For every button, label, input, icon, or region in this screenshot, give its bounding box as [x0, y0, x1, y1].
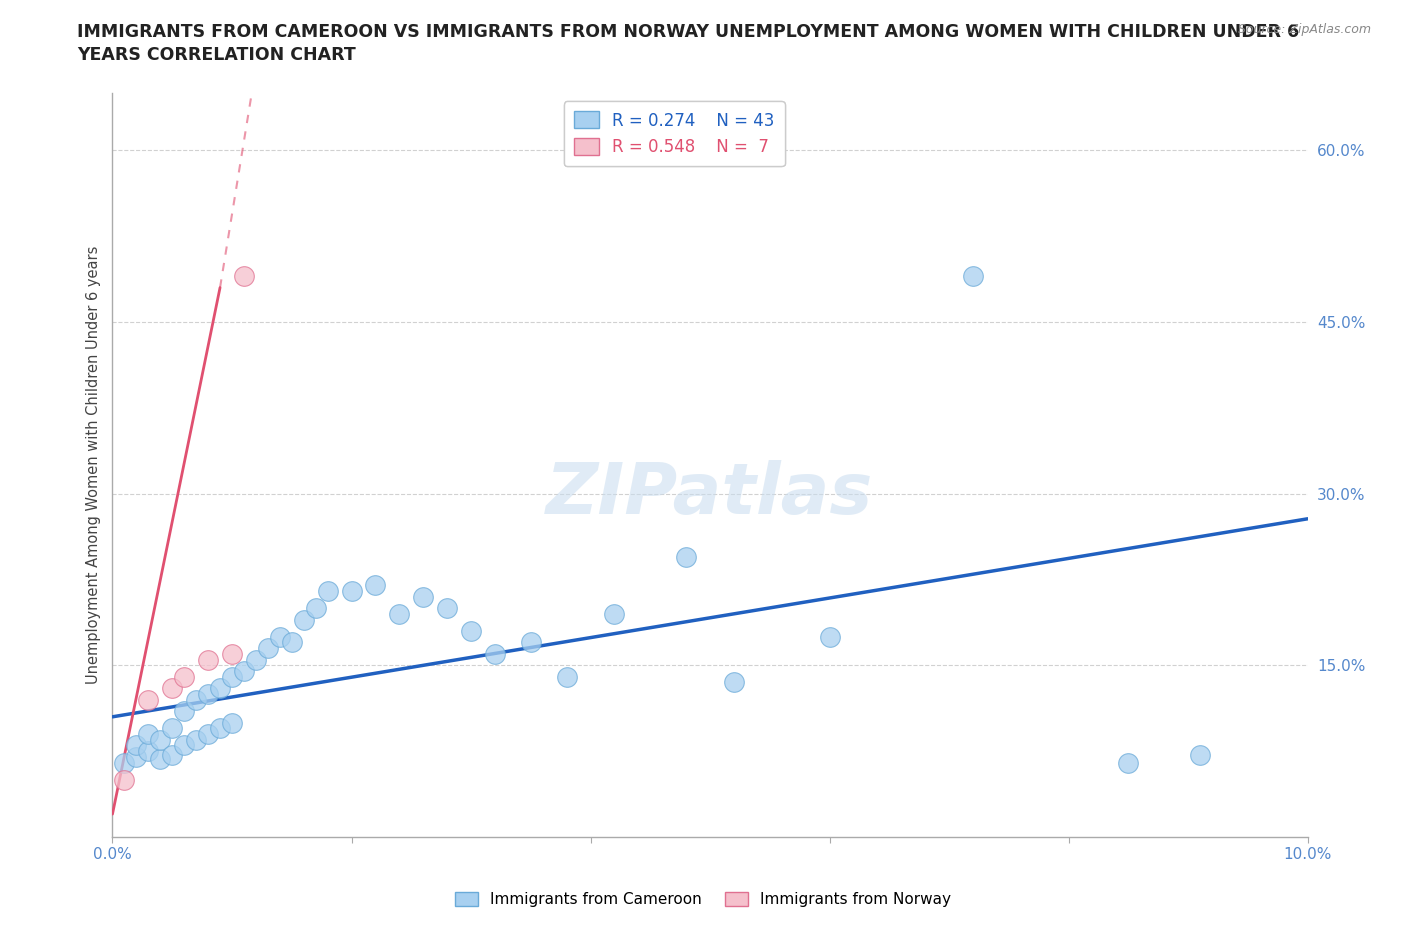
Point — [186, 732, 208, 747]
Point — [125, 750, 148, 764]
Point — [603, 606, 626, 621]
Point — [138, 744, 160, 759]
Point — [138, 692, 160, 707]
Point — [114, 755, 135, 770]
Y-axis label: Unemployment Among Women with Children Under 6 years: Unemployment Among Women with Children U… — [86, 246, 101, 684]
Point — [460, 623, 482, 638]
Point — [1118, 755, 1140, 770]
Point — [173, 670, 195, 684]
Point — [138, 726, 160, 741]
Point — [173, 738, 195, 753]
Point — [340, 583, 363, 598]
Point — [257, 641, 280, 656]
Point — [197, 686, 219, 701]
Text: ZIPatlas: ZIPatlas — [547, 460, 873, 529]
Point — [186, 692, 208, 707]
Point — [281, 635, 304, 650]
Point — [555, 670, 578, 684]
Point — [197, 652, 219, 667]
Legend: Immigrants from Cameroon, Immigrants from Norway: Immigrants from Cameroon, Immigrants fro… — [449, 885, 957, 913]
Point — [125, 738, 148, 753]
Point — [162, 681, 183, 696]
Point — [388, 606, 411, 621]
Point — [412, 590, 434, 604]
Point — [245, 652, 267, 667]
Point — [818, 630, 841, 644]
Point — [675, 549, 697, 564]
Point — [221, 646, 243, 661]
Point — [436, 601, 458, 616]
Point — [962, 269, 984, 284]
Point — [233, 664, 256, 679]
Point — [364, 578, 387, 592]
Point — [221, 715, 243, 730]
Text: Source: ZipAtlas.com: Source: ZipAtlas.com — [1237, 23, 1371, 36]
Point — [1189, 747, 1212, 762]
Point — [209, 721, 232, 736]
Point — [173, 704, 195, 719]
Point — [162, 721, 183, 736]
Point — [149, 751, 172, 766]
Legend: R = 0.274    N = 43, R = 0.548    N =  7: R = 0.274 N = 43, R = 0.548 N = 7 — [564, 101, 785, 166]
Point — [114, 772, 135, 787]
Text: YEARS CORRELATION CHART: YEARS CORRELATION CHART — [77, 46, 356, 64]
Point — [316, 583, 339, 598]
Point — [149, 732, 172, 747]
Point — [723, 675, 745, 690]
Text: IMMIGRANTS FROM CAMEROON VS IMMIGRANTS FROM NORWAY UNEMPLOYMENT AMONG WOMEN WITH: IMMIGRANTS FROM CAMEROON VS IMMIGRANTS F… — [77, 23, 1299, 41]
Point — [233, 269, 256, 284]
Point — [221, 670, 243, 684]
Point — [162, 747, 183, 762]
Point — [209, 681, 232, 696]
Point — [269, 630, 291, 644]
Point — [292, 612, 315, 627]
Point — [305, 601, 328, 616]
Point — [484, 646, 506, 661]
Point — [197, 726, 219, 741]
Point — [520, 635, 543, 650]
